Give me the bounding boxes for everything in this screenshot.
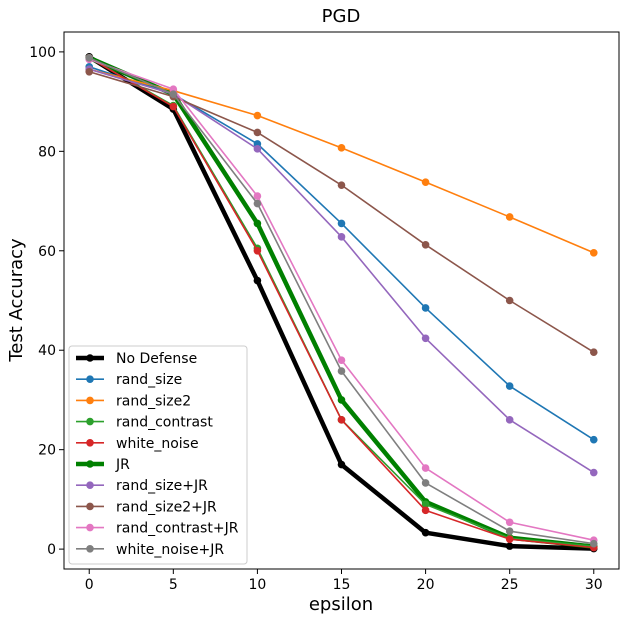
y-tick-label: 0	[47, 542, 56, 558]
data-point	[253, 145, 262, 153]
data-point	[589, 435, 598, 444]
legend-item: rand_size2	[76, 393, 191, 409]
data-point	[85, 54, 94, 62]
data-point	[169, 102, 178, 111]
legend-item: rand_contrast+JR	[76, 521, 239, 537]
data-point	[337, 460, 346, 469]
data-point	[589, 539, 598, 548]
legend-item: rand_size+JR	[76, 478, 208, 494]
legend-item: white_noise+JR	[76, 542, 224, 558]
y-tick-label: 20	[38, 443, 56, 459]
data-point	[253, 276, 262, 285]
legend-label: rand_contrast	[116, 415, 213, 431]
series-white-noise	[85, 54, 598, 552]
data-point	[337, 233, 346, 241]
data-point	[589, 468, 598, 477]
x-tick-label: 25	[501, 577, 519, 593]
legend-label: No Defense	[116, 351, 197, 367]
series-layer	[85, 53, 598, 553]
legend-item: rand_contrast	[76, 415, 213, 431]
legend-swatch-marker	[86, 354, 94, 362]
data-point	[85, 67, 94, 76]
legend-item: rand_size	[76, 372, 182, 388]
series-line	[89, 71, 595, 353]
data-point	[421, 479, 430, 487]
data-point	[505, 382, 514, 390]
series-rand-size2-jr	[85, 67, 598, 357]
legend-swatch-marker	[86, 481, 94, 490]
data-point	[337, 356, 346, 364]
legend-label: rand_contrast+JR	[116, 521, 239, 537]
data-point	[337, 181, 346, 189]
data-point	[421, 528, 430, 537]
legend-label: rand_size+JR	[116, 478, 208, 494]
legend: No Defense rand_size rand_size2 rand_contra…	[68, 345, 248, 565]
legend-item: rand_size2+JR	[76, 499, 217, 515]
data-point	[253, 192, 262, 200]
data-point	[421, 178, 430, 186]
legend-label: white_noise+JR	[116, 542, 224, 558]
data-point	[505, 527, 514, 536]
x-tick-label: 15	[333, 577, 351, 593]
series-white-noise-jr	[85, 54, 598, 548]
legend-item: No Defense	[76, 351, 197, 367]
y-tick-label: 80	[38, 144, 56, 160]
x-axis-label: epsilon	[309, 594, 373, 615]
data-point	[337, 367, 346, 375]
data-point	[337, 144, 346, 152]
data-point	[421, 500, 430, 509]
legend-swatch-marker	[86, 375, 94, 384]
data-point	[505, 542, 514, 550]
data-point	[169, 90, 178, 98]
legend-swatch-marker	[86, 523, 94, 532]
data-point	[505, 213, 514, 221]
legend-box	[68, 345, 248, 565]
x-tick-label: 10	[248, 577, 266, 593]
legend-item: JR	[76, 457, 130, 473]
data-point	[505, 416, 514, 424]
data-point	[505, 518, 514, 527]
x-tick-label: 30	[585, 577, 603, 593]
data-point	[337, 416, 346, 424]
data-point	[421, 334, 430, 343]
data-point	[421, 506, 430, 515]
y-tick-label: 40	[38, 343, 56, 359]
data-point	[253, 246, 262, 255]
legend-label: rand_size	[116, 372, 182, 388]
y-axis: 0 20 40 60 80 100	[29, 45, 64, 558]
data-point	[253, 128, 262, 137]
legend-swatch-marker	[86, 460, 94, 468]
data-point	[337, 219, 346, 228]
data-point	[589, 348, 598, 357]
chart-title: PGD	[322, 6, 361, 27]
legend-swatch-marker	[86, 417, 94, 426]
data-point	[337, 396, 346, 404]
data-point	[505, 535, 514, 543]
data-point	[253, 219, 262, 228]
data-point	[589, 248, 598, 257]
legend-label: white_noise	[116, 436, 199, 452]
data-point	[253, 111, 262, 120]
data-point	[421, 464, 430, 472]
legend-label: JR	[115, 457, 130, 473]
data-point	[421, 304, 430, 312]
x-tick-label: 5	[169, 577, 178, 593]
data-point	[253, 199, 262, 208]
y-tick-label: 100	[29, 45, 56, 61]
legend-item: white_noise	[76, 436, 199, 452]
legend-label: rand_size2	[116, 393, 191, 409]
data-point	[421, 241, 430, 249]
x-tick-label: 0	[85, 577, 94, 593]
legend-swatch-marker	[86, 502, 94, 511]
data-point	[505, 296, 514, 305]
x-tick-label: 20	[417, 577, 435, 593]
legend-label: rand_size2+JR	[116, 499, 217, 515]
y-tick-label: 60	[38, 244, 56, 260]
y-axis-label: Test Accuracy	[6, 238, 27, 363]
x-axis: 0 5 10 15 20 25 30	[85, 569, 603, 593]
legend-swatch-marker	[86, 545, 94, 553]
legend-swatch-marker	[86, 439, 94, 447]
legend-swatch-marker	[86, 396, 94, 405]
